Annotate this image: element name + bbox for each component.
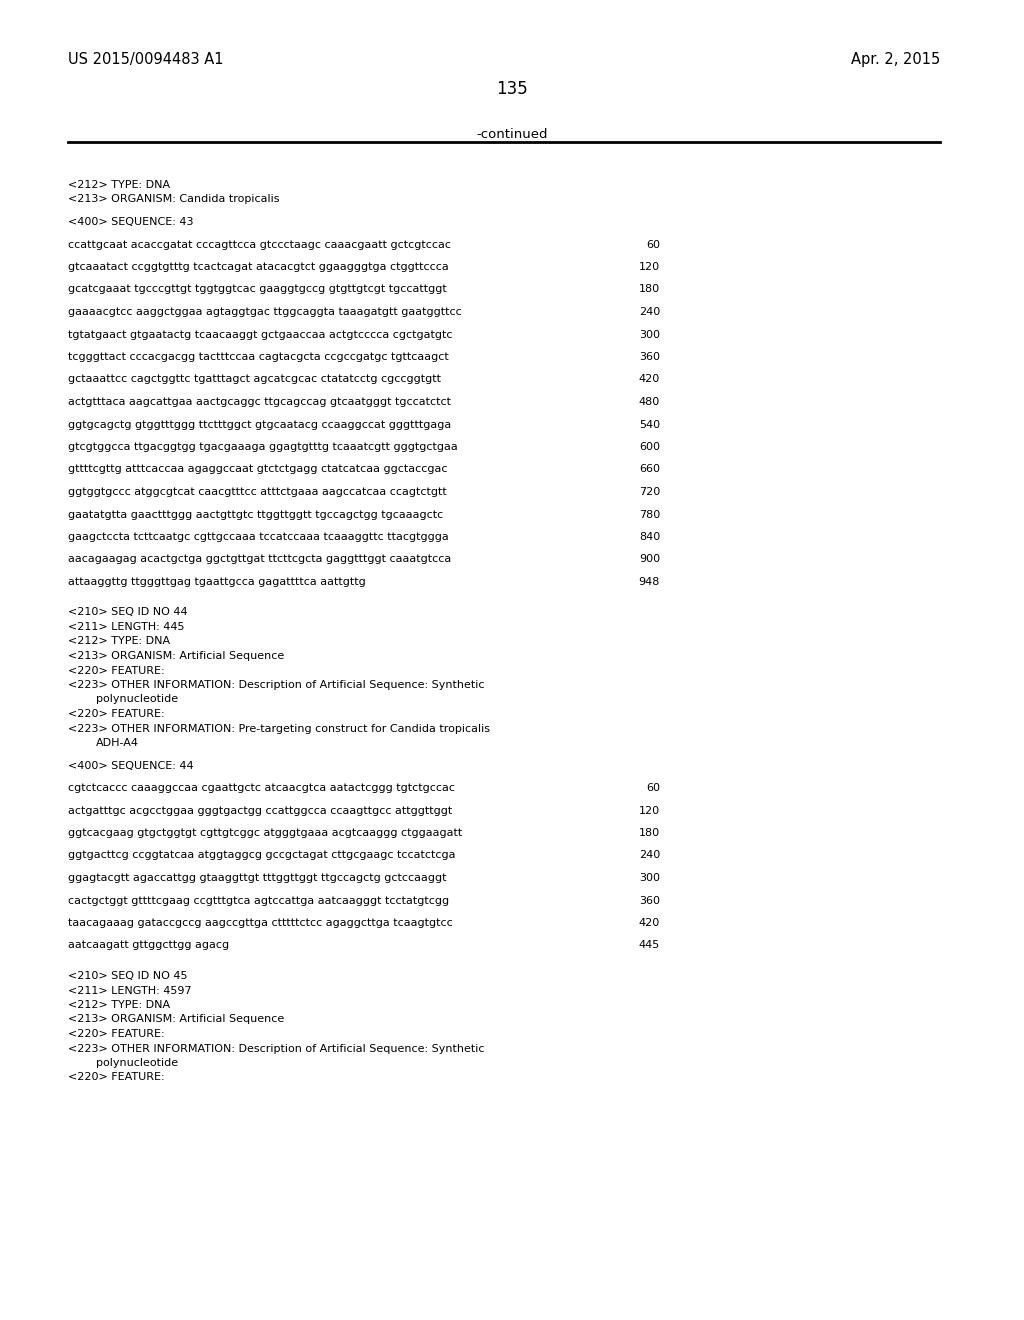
Text: aatcaagatt gttggcttgg agacg: aatcaagatt gttggcttgg agacg: [68, 940, 229, 950]
Text: tcgggttact cccacgacgg tactttccaa cagtacgcta ccgccgatgc tgttcaagct: tcgggttact cccacgacgg tactttccaa cagtacg…: [68, 352, 449, 362]
Text: 360: 360: [639, 895, 660, 906]
Text: 540: 540: [639, 420, 660, 429]
Text: <210> SEQ ID NO 44: <210> SEQ ID NO 44: [68, 607, 187, 618]
Text: 60: 60: [646, 783, 660, 793]
Text: <210> SEQ ID NO 45: <210> SEQ ID NO 45: [68, 972, 187, 981]
Text: <212> TYPE: DNA: <212> TYPE: DNA: [68, 180, 170, 190]
Text: 240: 240: [639, 850, 660, 861]
Text: <212> TYPE: DNA: <212> TYPE: DNA: [68, 636, 170, 647]
Text: gtcgtggcca ttgacggtgg tgacgaaaga ggagtgtttg tcaaatcgtt gggtgctgaa: gtcgtggcca ttgacggtgg tgacgaaaga ggagtgt…: [68, 442, 458, 451]
Text: <220> FEATURE:: <220> FEATURE:: [68, 709, 165, 719]
Text: <212> TYPE: DNA: <212> TYPE: DNA: [68, 1001, 170, 1010]
Text: gtcaaatact ccggtgtttg tcactcagat atacacgtct ggaagggtga ctggttccca: gtcaaatact ccggtgtttg tcactcagat atacacg…: [68, 261, 449, 272]
Text: gcatcgaaat tgcccgttgt tggtggtcac gaaggtgccg gtgttgtcgt tgccattggt: gcatcgaaat tgcccgttgt tggtggtcac gaaggtg…: [68, 285, 446, 294]
Text: <213> ORGANISM: Artificial Sequence: <213> ORGANISM: Artificial Sequence: [68, 651, 285, 661]
Text: US 2015/0094483 A1: US 2015/0094483 A1: [68, 51, 223, 67]
Text: aacagaagag acactgctga ggctgttgat ttcttcgcta gaggtttggt caaatgtcca: aacagaagag acactgctga ggctgttgat ttcttcg…: [68, 554, 452, 565]
Text: <223> OTHER INFORMATION: Description of Artificial Sequence: Synthetic: <223> OTHER INFORMATION: Description of …: [68, 680, 484, 690]
Text: actgatttgc acgcctggaa gggtgactgg ccattggcca ccaagttgcc attggttggt: actgatttgc acgcctggaa gggtgactgg ccattgg…: [68, 805, 453, 816]
Text: <223> OTHER INFORMATION: Pre-targeting construct for Candida tropicalis: <223> OTHER INFORMATION: Pre-targeting c…: [68, 723, 490, 734]
Text: 780: 780: [639, 510, 660, 520]
Text: actgtttaca aagcattgaa aactgcaggc ttgcagccag gtcaatgggt tgccatctct: actgtttaca aagcattgaa aactgcaggc ttgcagc…: [68, 397, 451, 407]
Text: 120: 120: [639, 261, 660, 272]
Text: ggtcacgaag gtgctggtgt cgttgtcggc atgggtgaaa acgtcaaggg ctggaagatt: ggtcacgaag gtgctggtgt cgttgtcggc atgggtg…: [68, 828, 462, 838]
Text: 600: 600: [639, 442, 660, 451]
Text: ggtgacttcg ccggtatcaa atggtaggcg gccgctagat cttgcgaagc tccatctcga: ggtgacttcg ccggtatcaa atggtaggcg gccgcta…: [68, 850, 456, 861]
Text: <220> FEATURE:: <220> FEATURE:: [68, 1030, 165, 1039]
Text: 480: 480: [639, 397, 660, 407]
Text: taacagaaag gataccgccg aagccgttga ctttttctcc agaggcttga tcaagtgtcc: taacagaaag gataccgccg aagccgttga ctttttc…: [68, 917, 453, 928]
Text: 420: 420: [639, 917, 660, 928]
Text: gaatatgtta gaactttggg aactgttgtc ttggttggtt tgccagctgg tgcaaagctc: gaatatgtta gaactttggg aactgttgtc ttggttg…: [68, 510, 443, 520]
Text: 360: 360: [639, 352, 660, 362]
Text: <220> FEATURE:: <220> FEATURE:: [68, 1072, 165, 1082]
Text: <211> LENGTH: 4597: <211> LENGTH: 4597: [68, 986, 191, 995]
Text: cgtctcaccc caaaggccaa cgaattgctc atcaacgtca aatactcggg tgtctgccac: cgtctcaccc caaaggccaa cgaattgctc atcaacg…: [68, 783, 455, 793]
Text: tgtatgaact gtgaatactg tcaacaaggt gctgaaccaa actgtcccca cgctgatgtc: tgtatgaact gtgaatactg tcaacaaggt gctgaac…: [68, 330, 453, 339]
Text: ADH-A4: ADH-A4: [96, 738, 139, 748]
Text: gaagctccta tcttcaatgc cgttgccaaa tccatccaaa tcaaaggttc ttacgtggga: gaagctccta tcttcaatgc cgttgccaaa tccatcc…: [68, 532, 449, 543]
Text: polynucleotide: polynucleotide: [96, 694, 178, 705]
Text: gctaaattcc cagctggttc tgatttagct agcatcgcac ctatatcctg cgccggtgtt: gctaaattcc cagctggttc tgatttagct agcatcg…: [68, 375, 441, 384]
Text: 120: 120: [639, 805, 660, 816]
Text: 720: 720: [639, 487, 660, 498]
Text: <223> OTHER INFORMATION: Description of Artificial Sequence: Synthetic: <223> OTHER INFORMATION: Description of …: [68, 1044, 484, 1053]
Text: 60: 60: [646, 239, 660, 249]
Text: 300: 300: [639, 873, 660, 883]
Text: <220> FEATURE:: <220> FEATURE:: [68, 665, 165, 676]
Text: 660: 660: [639, 465, 660, 474]
Text: ggtgcagctg gtggtttggg ttctttggct gtgcaatacg ccaaggccat gggtttgaga: ggtgcagctg gtggtttggg ttctttggct gtgcaat…: [68, 420, 452, 429]
Text: <213> ORGANISM: Candida tropicalis: <213> ORGANISM: Candida tropicalis: [68, 194, 280, 205]
Text: gttttcgttg atttcaccaa agaggccaat gtctctgagg ctatcatcaa ggctaccgac: gttttcgttg atttcaccaa agaggccaat gtctctg…: [68, 465, 447, 474]
Text: polynucleotide: polynucleotide: [96, 1059, 178, 1068]
Text: 900: 900: [639, 554, 660, 565]
Text: 300: 300: [639, 330, 660, 339]
Text: attaaggttg ttgggttgag tgaattgcca gagattttca aattgttg: attaaggttg ttgggttgag tgaattgcca gagattt…: [68, 577, 366, 587]
Text: 180: 180: [639, 828, 660, 838]
Text: 135: 135: [496, 81, 528, 98]
Text: cactgctggt gttttcgaag ccgtttgtca agtccattga aatcaagggt tcctatgtcgg: cactgctggt gttttcgaag ccgtttgtca agtccat…: [68, 895, 450, 906]
Text: <211> LENGTH: 445: <211> LENGTH: 445: [68, 622, 184, 632]
Text: 420: 420: [639, 375, 660, 384]
Text: gaaaacgtcc aaggctggaa agtaggtgac ttggcaggta taaagatgtt gaatggttcc: gaaaacgtcc aaggctggaa agtaggtgac ttggcag…: [68, 308, 462, 317]
Text: <400> SEQUENCE: 44: <400> SEQUENCE: 44: [68, 760, 194, 771]
Text: ggtggtgccc atggcgtcat caacgtttcc atttctgaaa aagccatcaa ccagtctgtt: ggtggtgccc atggcgtcat caacgtttcc atttctg…: [68, 487, 446, 498]
Text: 445: 445: [639, 940, 660, 950]
Text: Apr. 2, 2015: Apr. 2, 2015: [851, 51, 940, 67]
Text: 948: 948: [639, 577, 660, 587]
Text: <400> SEQUENCE: 43: <400> SEQUENCE: 43: [68, 216, 194, 227]
Text: <213> ORGANISM: Artificial Sequence: <213> ORGANISM: Artificial Sequence: [68, 1015, 285, 1024]
Text: ccattgcaat acaccgatat cccagttcca gtccctaagc caaacgaatt gctcgtccac: ccattgcaat acaccgatat cccagttcca gtcccta…: [68, 239, 451, 249]
Text: 180: 180: [639, 285, 660, 294]
Text: ggagtacgtt agaccattgg gtaaggttgt tttggttggt ttgccagctg gctccaaggt: ggagtacgtt agaccattgg gtaaggttgt tttggtt…: [68, 873, 446, 883]
Text: 840: 840: [639, 532, 660, 543]
Text: 240: 240: [639, 308, 660, 317]
Text: -continued: -continued: [476, 128, 548, 141]
